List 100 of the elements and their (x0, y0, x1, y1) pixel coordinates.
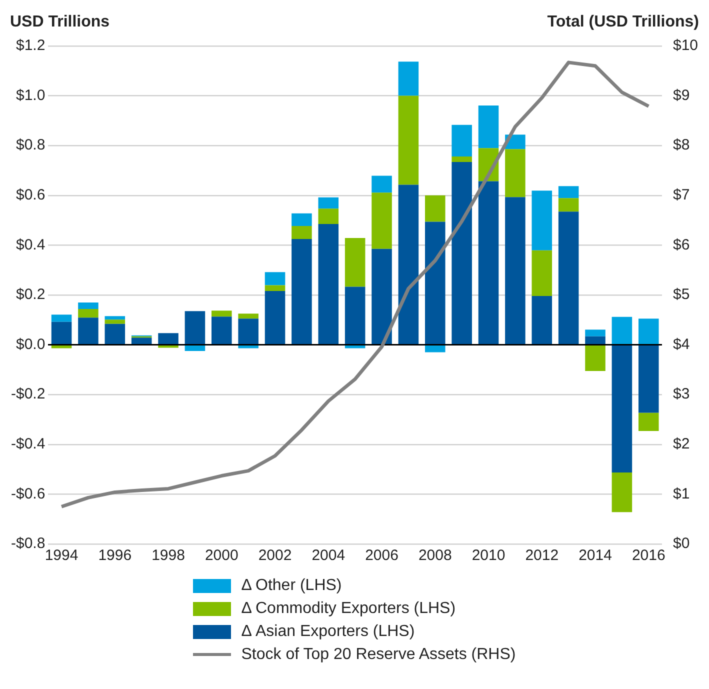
y-tick-label: -$0.8 (10, 535, 46, 552)
bar (558, 198, 579, 212)
x-tick-label: 2010 (472, 547, 506, 564)
bar (212, 316, 232, 344)
bar (292, 238, 312, 344)
bar (292, 213, 312, 226)
y2-tick-label: $5 (672, 286, 690, 304)
bar (78, 318, 98, 344)
bar (398, 62, 419, 96)
bar (452, 156, 472, 162)
y2-axis-title: Total (USD Trillions) (547, 13, 699, 30)
bar (425, 195, 446, 222)
bar (478, 181, 499, 344)
x-tick-label: 2014 (578, 547, 612, 564)
bar (372, 248, 392, 344)
bar (372, 176, 392, 193)
bar (264, 272, 286, 286)
bar (532, 250, 552, 296)
y-tick-label: $0.0 (16, 336, 46, 353)
y-tick-label: $0.2 (16, 286, 46, 304)
bar (344, 286, 366, 344)
bar (638, 346, 659, 413)
y2-tick-label: $8 (672, 136, 690, 154)
y-tick-label: $0.6 (16, 186, 46, 204)
bar (78, 308, 98, 318)
bar (318, 224, 339, 344)
y2-tick-label: $9 (672, 86, 690, 104)
bar (585, 346, 606, 371)
bar (51, 314, 72, 322)
bar (505, 197, 526, 344)
bar (51, 346, 72, 348)
bar (638, 412, 659, 431)
bar (425, 346, 446, 352)
x-tick-label: 2004 (312, 547, 346, 564)
y-tick-label: $0.4 (16, 236, 46, 254)
bar (532, 296, 552, 344)
y-tick-label: -$0.2 (10, 386, 46, 403)
y2-tick-label: $3 (672, 386, 690, 403)
y2-tick-label: $1 (672, 485, 690, 502)
bar (344, 238, 366, 287)
bar (184, 311, 206, 344)
legend-label: Δ Asian Exporters (LHS) (241, 622, 415, 640)
y-tick-label: $1.0 (16, 86, 46, 104)
x-tick-label: 2002 (258, 547, 292, 564)
y-tick-label: $0.8 (16, 136, 46, 154)
y2-tick-label: $7 (672, 186, 690, 204)
x-tick-label: 2016 (632, 547, 666, 564)
bar (425, 222, 446, 344)
bar (478, 106, 499, 148)
x-tick-label: 2000 (204, 547, 238, 564)
bar (292, 226, 312, 239)
x-tick-label: 2006 (365, 547, 398, 564)
y2-tick-label: $4 (672, 336, 690, 353)
legend-label: Stock of Top 20 Reserve Assets (RHS) (241, 646, 516, 664)
bar (558, 186, 579, 198)
y-axis-title: USD Trillions (10, 13, 110, 30)
bar (398, 96, 419, 185)
x-tick-label: 1994 (44, 547, 78, 564)
bar (532, 190, 552, 250)
bar (212, 310, 232, 317)
bar (264, 285, 286, 292)
bar (505, 149, 526, 198)
legend-label: Δ Other (LHS) (241, 576, 342, 594)
bar (264, 291, 286, 344)
bar (238, 314, 258, 319)
bar (585, 330, 606, 336)
y2-tick-label: $0 (672, 535, 690, 552)
x-tick-label: 2008 (418, 547, 452, 564)
y-tick-label: -$0.4 (10, 436, 46, 453)
y2-tick-label: $6 (672, 236, 690, 254)
bar (612, 472, 632, 512)
bar (612, 346, 632, 473)
bar (131, 338, 152, 344)
bar (78, 302, 98, 309)
bar (638, 318, 659, 344)
legend-label: Δ Commodity Exporters (LHS) (241, 600, 456, 618)
bar (104, 324, 126, 344)
bar (184, 346, 206, 352)
bar (452, 124, 472, 157)
bar (238, 318, 258, 344)
x-tick-label: 1998 (152, 547, 185, 564)
bar (344, 346, 366, 348)
bar (158, 333, 178, 344)
y-tick-label: -$0.6 (10, 485, 46, 502)
x-tick-label: 2012 (525, 547, 559, 564)
bar (318, 208, 339, 224)
bar (558, 212, 579, 344)
y2-tick-label: $10 (672, 37, 698, 54)
bar (238, 346, 258, 348)
bar (585, 336, 606, 344)
y-tick-label: $1.2 (16, 37, 46, 54)
bar (104, 316, 126, 320)
bar (318, 197, 339, 209)
y2-tick-label: $2 (672, 436, 690, 453)
bar (372, 192, 392, 249)
bar (104, 320, 126, 324)
bar (398, 184, 419, 344)
bar (51, 322, 72, 344)
x-tick-label: 1996 (98, 547, 132, 564)
bar (612, 316, 632, 344)
